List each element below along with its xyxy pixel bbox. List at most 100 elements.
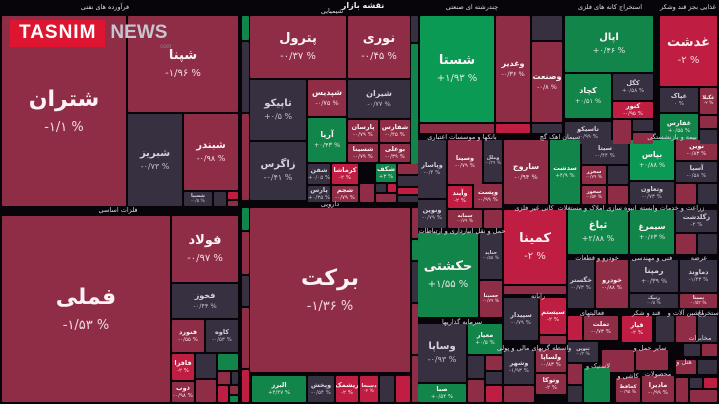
stock-tile-small[interactable]: [242, 114, 249, 200]
stock-tile[interactable]: وملل -۰/۳۹ %: [484, 140, 502, 182]
stock-tile-small[interactable]: [242, 208, 249, 230]
stock-tile[interactable]: شبریز -۰/۷۳ %: [128, 114, 182, 206]
stock-tile-small[interactable]: [602, 350, 634, 372]
stock-tile[interactable]: وشهر -۱/۹۳ %: [504, 350, 534, 384]
stock-tile[interactable]: ونوین -۰/۷۹ %: [418, 200, 446, 228]
stock-tile-small[interactable]: [376, 184, 386, 192]
stock-tile-small[interactable]: [568, 386, 582, 402]
stock-tile[interactable]: کچاد +۰/۵۱ %: [565, 74, 611, 118]
stock-tile-small[interactable]: [676, 184, 696, 204]
stock-tile-small[interactable]: [412, 208, 418, 238]
stock-tile[interactable]: خودرو -۰/۸۸ %: [596, 260, 628, 308]
stock-tile-small[interactable]: [242, 370, 249, 402]
stock-tile[interactable]: شکف +۳ %: [376, 164, 396, 182]
stock-tile[interactable]: آریا +۰/۴۳ %: [308, 118, 346, 162]
stock-tile[interactable]: غگیلا -۲ %: [700, 88, 717, 114]
stock-tile[interactable]: بمپنا -۰/۵۳ %: [680, 294, 717, 308]
stock-tile-small[interactable]: [532, 124, 562, 133]
stock-tile-small[interactable]: [214, 192, 226, 206]
stock-tile[interactable]: فملی -۱/۵۳ %: [2, 216, 170, 402]
stock-tile[interactable]: غفارس +۰/۵۵ %: [660, 114, 698, 140]
stock-tile[interactable]: پارس +۰/۳۵ %: [308, 186, 330, 202]
stock-tile[interactable]: شیران -۰/۷۷ %: [348, 80, 410, 118]
stock-tile-small[interactable]: [398, 196, 418, 202]
stock-tile-small[interactable]: [230, 396, 238, 402]
stock-tile[interactable]: برکت -۱/۳۶ %: [250, 208, 410, 372]
stock-tile-small[interactable]: [468, 356, 484, 378]
stock-tile[interactable]: سمایه -۰/۷۹ %: [448, 210, 482, 228]
stock-tile[interactable]: کگل +۰/۵۸ %: [613, 74, 653, 100]
stock-tile[interactable]: ریشمک -۲ %: [336, 376, 358, 402]
stock-tile-small[interactable]: [228, 201, 238, 206]
stock-tile-small[interactable]: [242, 276, 249, 306]
stock-tile-small[interactable]: [218, 354, 238, 370]
stock-tile-small[interactable]: [218, 372, 230, 384]
stock-tile-small[interactable]: [398, 176, 418, 186]
stock-tile-small[interactable]: [704, 378, 717, 388]
stock-tile[interactable]: زگلدشت -۲ %: [676, 210, 717, 232]
stock-tile[interactable]: شسینا -۰/۷۹ %: [348, 144, 378, 162]
stock-tile[interactable]: کحافظ -۰/۹۵ %: [616, 378, 640, 402]
stock-tile[interactable]: البرز +۴/۴۷ %: [252, 376, 306, 402]
stock-tile-small[interactable]: [196, 380, 216, 402]
stock-tile[interactable]: فخوز -۰/۴۴ %: [172, 284, 238, 318]
stock-tile-small[interactable]: [468, 380, 484, 402]
stock-tile[interactable]: زاگرس -۰/۴۱ %: [250, 142, 306, 200]
stock-tile[interactable]: شفن +۰/۰۵ %: [308, 164, 330, 184]
stock-tile-small[interactable]: [504, 286, 566, 294]
stock-tile-small[interactable]: [698, 360, 717, 374]
stock-tile[interactable]: صبا +۰/۵۴ %: [418, 384, 466, 402]
stock-tile[interactable]: رنیک -۰/۵ %: [630, 294, 678, 308]
stock-tile-small[interactable]: [360, 184, 374, 202]
stock-tile-small[interactable]: [633, 120, 653, 131]
stock-tile-small[interactable]: [636, 350, 668, 370]
stock-tile-small[interactable]: [484, 210, 502, 228]
stock-tile[interactable]: بپاس +۰/۸۸ %: [630, 140, 674, 180]
stock-tile[interactable]: کنور -۰/۹۵ %: [613, 102, 653, 118]
stock-tile[interactable]: سیمرغ +۰/۶۳ %: [630, 210, 674, 254]
stock-tile[interactable]: حتاید -۰/۵۵ %: [480, 233, 502, 279]
stock-tile[interactable]: فولاد -۰/۹۷ %: [172, 216, 238, 282]
stock-tile-small[interactable]: [396, 376, 410, 402]
stock-tile-small[interactable]: [700, 116, 717, 128]
stock-tile-small[interactable]: [388, 184, 396, 192]
stock-tile-small[interactable]: [676, 378, 688, 402]
stock-tile[interactable]: ساروج -۰/۹۴ %: [504, 140, 548, 204]
stock-tile-small[interactable]: [496, 124, 530, 133]
stock-tile[interactable]: ذوب -۰/۹۸ %: [172, 382, 194, 402]
stock-tile-small[interactable]: [376, 194, 396, 202]
stock-tile[interactable]: وسینا -۰/۷۹ %: [448, 140, 482, 184]
stock-tile[interactable]: وپخش -۰/۵۴ %: [308, 376, 334, 402]
stock-tile-small[interactable]: [676, 360, 696, 374]
stock-tile-small[interactable]: [608, 166, 628, 184]
stock-tile[interactable]: نوری -۰/۴۵ %: [348, 16, 410, 78]
stock-tile[interactable]: کاوه -۰/۵۳ %: [206, 320, 238, 352]
stock-tile[interactable]: تاپیکو +۰/۵ %: [250, 80, 306, 140]
stock-tile[interactable]: سپیدار -۰/۷۹ %: [504, 298, 538, 340]
stock-tile[interactable]: پترول -۰/۳۷ %: [250, 16, 346, 78]
stock-tile-small[interactable]: [398, 188, 418, 194]
stock-tile[interactable]: وصنعت -۰/۸ %: [532, 42, 562, 122]
stock-tile-small[interactable]: [398, 164, 418, 174]
stock-tile[interactable]: حکشتی +۱/۵۵ %: [418, 233, 478, 317]
stock-tile[interactable]: سیستم -۲ %: [540, 298, 566, 334]
stock-tile-small[interactable]: [412, 262, 418, 302]
stock-tile[interactable]: وپاسار -۰/۴ %: [418, 140, 446, 198]
stock-tile-small[interactable]: [411, 44, 418, 164]
stock-tile[interactable]: وتعاون -۰/۷۳ %: [630, 182, 674, 204]
stock-tile[interactable]: تنوین -۰/۳ %: [568, 342, 598, 362]
stock-tile[interactable]: قپار -۲ %: [622, 316, 652, 342]
stock-tile-small[interactable]: [698, 184, 717, 204]
stock-tile-small[interactable]: [633, 133, 653, 144]
stock-tile-small[interactable]: [702, 344, 717, 356]
stock-tile[interactable]: شفارس -۰/۴۵ %: [380, 120, 410, 142]
stock-tile-small[interactable]: [242, 42, 249, 112]
stock-tile[interactable]: شسپا -۰/۵ %: [184, 192, 212, 206]
stock-tile-small[interactable]: [568, 316, 582, 340]
stock-tile-small[interactable]: [608, 186, 628, 204]
stock-tile-small[interactable]: [568, 364, 582, 384]
stock-tile[interactable]: سیتا -۰/۴۴ %: [582, 140, 628, 164]
stock-tile[interactable]: وپست -۰/۹۹ %: [474, 184, 502, 208]
stock-tile[interactable]: وساپا -۰/۹۳ %: [418, 324, 466, 382]
stock-tile-small[interactable]: [412, 240, 418, 260]
